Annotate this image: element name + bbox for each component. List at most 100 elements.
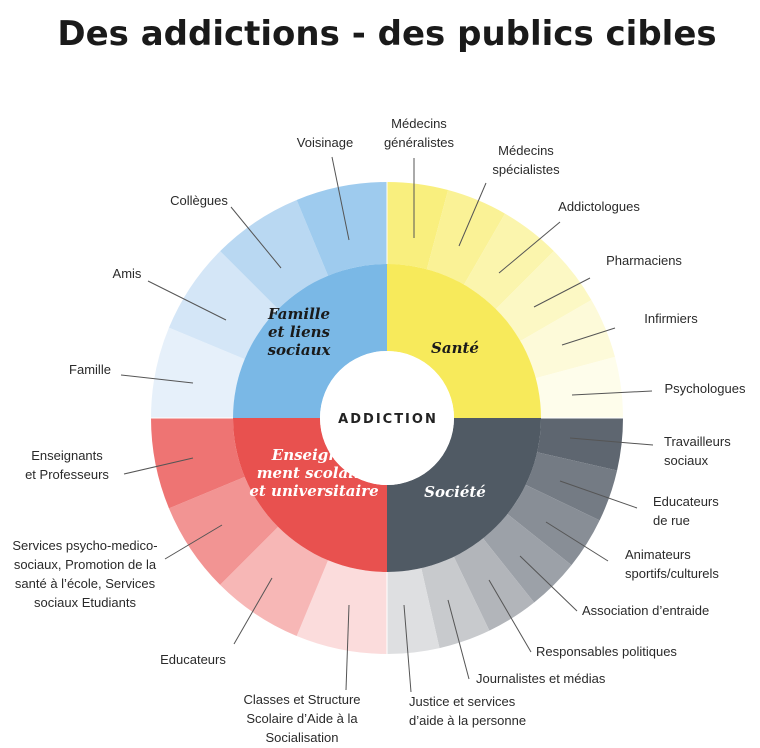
segment-label-line: Voisinage — [297, 135, 353, 150]
segment-label-line: Psychologues — [665, 381, 746, 396]
category-label-enseignement: Enseigne– ment scolaire et universitaire — [249, 446, 378, 500]
page-title: Des addictions - des publics cibles — [57, 14, 716, 54]
category-label-line: sociaux — [268, 341, 332, 359]
segment-label: Responsables politiques — [536, 644, 677, 659]
segment-famille-2 — [220, 199, 329, 310]
segment-famille-1 — [168, 251, 279, 360]
segment-label-line: Educateurs — [160, 652, 226, 667]
category-label-line: et universitaire — [249, 482, 378, 500]
segment-sante-2 — [464, 213, 554, 310]
segment-famille-0 — [151, 327, 245, 418]
leader-line — [164, 524, 223, 560]
leader-lines — [120, 156, 654, 693]
category-labels: Santé Société Enseigne– ment scolaire et uni… — [249, 305, 486, 501]
leader-line — [345, 604, 350, 691]
leader-line — [458, 182, 487, 247]
leader-line — [123, 457, 194, 475]
leader-line — [545, 521, 609, 562]
category-label-line: Enseigne– — [271, 446, 356, 464]
segment-enseignement-3 — [151, 418, 245, 509]
category-label-sante: Santé — [431, 339, 479, 357]
leader-line — [533, 277, 591, 308]
leader-line — [559, 480, 638, 509]
leader-line — [569, 437, 654, 446]
segment-label: Justice et services d’aide à la personne — [409, 694, 526, 728]
segment-societe-6 — [387, 568, 440, 654]
segment-label-line: sociaux Etudiants — [34, 595, 136, 610]
segment-label: Psychologues — [665, 381, 746, 396]
segment-label-line: généralistes — [384, 135, 455, 150]
segment-societe-2 — [507, 484, 600, 566]
segment-label: Infirmiers — [644, 311, 698, 326]
segment-label: Pharmaciens — [606, 253, 682, 268]
segment-label: Amis — [113, 266, 142, 281]
segment-societe-5 — [421, 556, 490, 649]
leader-line — [488, 579, 532, 653]
segment-label-line: Infirmiers — [644, 311, 698, 326]
segment-label: Médecins généralistes — [384, 116, 455, 150]
category-label-line: et liens — [268, 323, 331, 341]
segment-label-line: Journalistes et médias — [476, 671, 606, 686]
leader-line — [233, 577, 273, 645]
segment-sante-0 — [387, 182, 449, 270]
segment-label: Voisinage — [297, 135, 353, 150]
center-label: ADDICTION — [338, 412, 438, 427]
segment-societe-3 — [483, 514, 572, 603]
leader-line — [571, 390, 653, 396]
segment-sante-1 — [426, 190, 505, 285]
segment-enseignement-1 — [220, 526, 329, 637]
segment-label-line: Famille — [69, 362, 111, 377]
category-famille — [233, 264, 387, 418]
category-sante — [387, 264, 541, 418]
segment-label-line: Travailleurs — [664, 434, 731, 449]
leader-line — [519, 555, 578, 612]
segment-label-line: Association d’entraide — [582, 603, 709, 618]
segment-label: Famille — [69, 362, 111, 377]
segment-societe-1 — [525, 452, 618, 521]
segment-label: Travailleurs sociaux — [664, 434, 731, 468]
category-label-line: Famille — [267, 305, 330, 323]
segment-label: Enseignants et Professeurs — [25, 448, 109, 482]
segment-label-line: d’aide à la personne — [409, 713, 526, 728]
segment-label-line: santé à l’école, Services — [15, 576, 156, 591]
category-label-societe: Société — [424, 483, 486, 501]
segment-enseignement-0 — [296, 560, 387, 654]
category-societe — [387, 418, 541, 572]
leader-line — [561, 327, 616, 346]
category-label-line: Société — [424, 483, 486, 501]
center-circle — [320, 351, 454, 485]
segment-label: Animateurs sportifs/culturels — [625, 547, 719, 581]
category-label-famille: Famille et liens sociaux — [267, 305, 332, 359]
category-label-line: Santé — [431, 339, 479, 357]
leader-line — [120, 374, 194, 384]
segment-label-line: Addictologues — [558, 199, 640, 214]
category-enseignement — [233, 418, 387, 572]
segment-label: Addictologues — [558, 199, 640, 214]
segment-label: Association d’entraide — [582, 603, 709, 618]
segment-label-line: Amis — [113, 266, 142, 281]
segment-famille-3 — [296, 182, 387, 276]
segment-label-line: sociaux — [664, 453, 709, 468]
segment-label-line: sportifs/culturels — [625, 566, 719, 581]
segment-label-line: Médecins — [498, 143, 554, 158]
segment-label-line: de rue — [653, 513, 690, 528]
leader-line — [498, 221, 561, 274]
segment-label-line: Médecins — [391, 116, 447, 131]
segment-label-line: Services psycho-medico- — [12, 538, 157, 553]
segment-label: Educateurs de rue — [653, 494, 719, 528]
segment-label: Collègues — [170, 193, 228, 208]
category-label-line: ment scolaire — [257, 464, 372, 482]
segment-sante-4 — [520, 300, 615, 379]
segment-label-line: Educateurs — [653, 494, 719, 509]
segment-label: Journalistes et médias — [476, 671, 606, 686]
segment-label-line: Scolaire d’Aide à la — [246, 711, 358, 726]
segment-societe-0 — [537, 418, 623, 471]
segment-label: Classes et Structure Scolaire d’Aide à la… — [243, 692, 360, 745]
segment-societe-4 — [453, 538, 535, 631]
inner-ring — [233, 264, 541, 572]
outer-ring — [151, 182, 623, 654]
leader-line — [331, 156, 350, 241]
segment-label-line: Collègues — [170, 193, 228, 208]
segment-label: Services psycho-medico-sociaux, Promotio… — [12, 538, 157, 610]
